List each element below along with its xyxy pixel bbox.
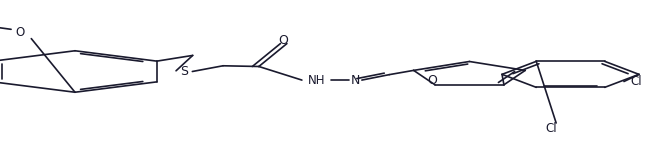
Text: Cl: Cl xyxy=(630,75,642,88)
Text: Cl: Cl xyxy=(545,122,557,135)
Text: O: O xyxy=(15,26,24,39)
Text: NH: NH xyxy=(308,74,325,87)
Text: N: N xyxy=(351,74,360,87)
Text: O: O xyxy=(278,34,289,46)
Text: O: O xyxy=(427,74,437,87)
Text: S: S xyxy=(180,65,188,78)
